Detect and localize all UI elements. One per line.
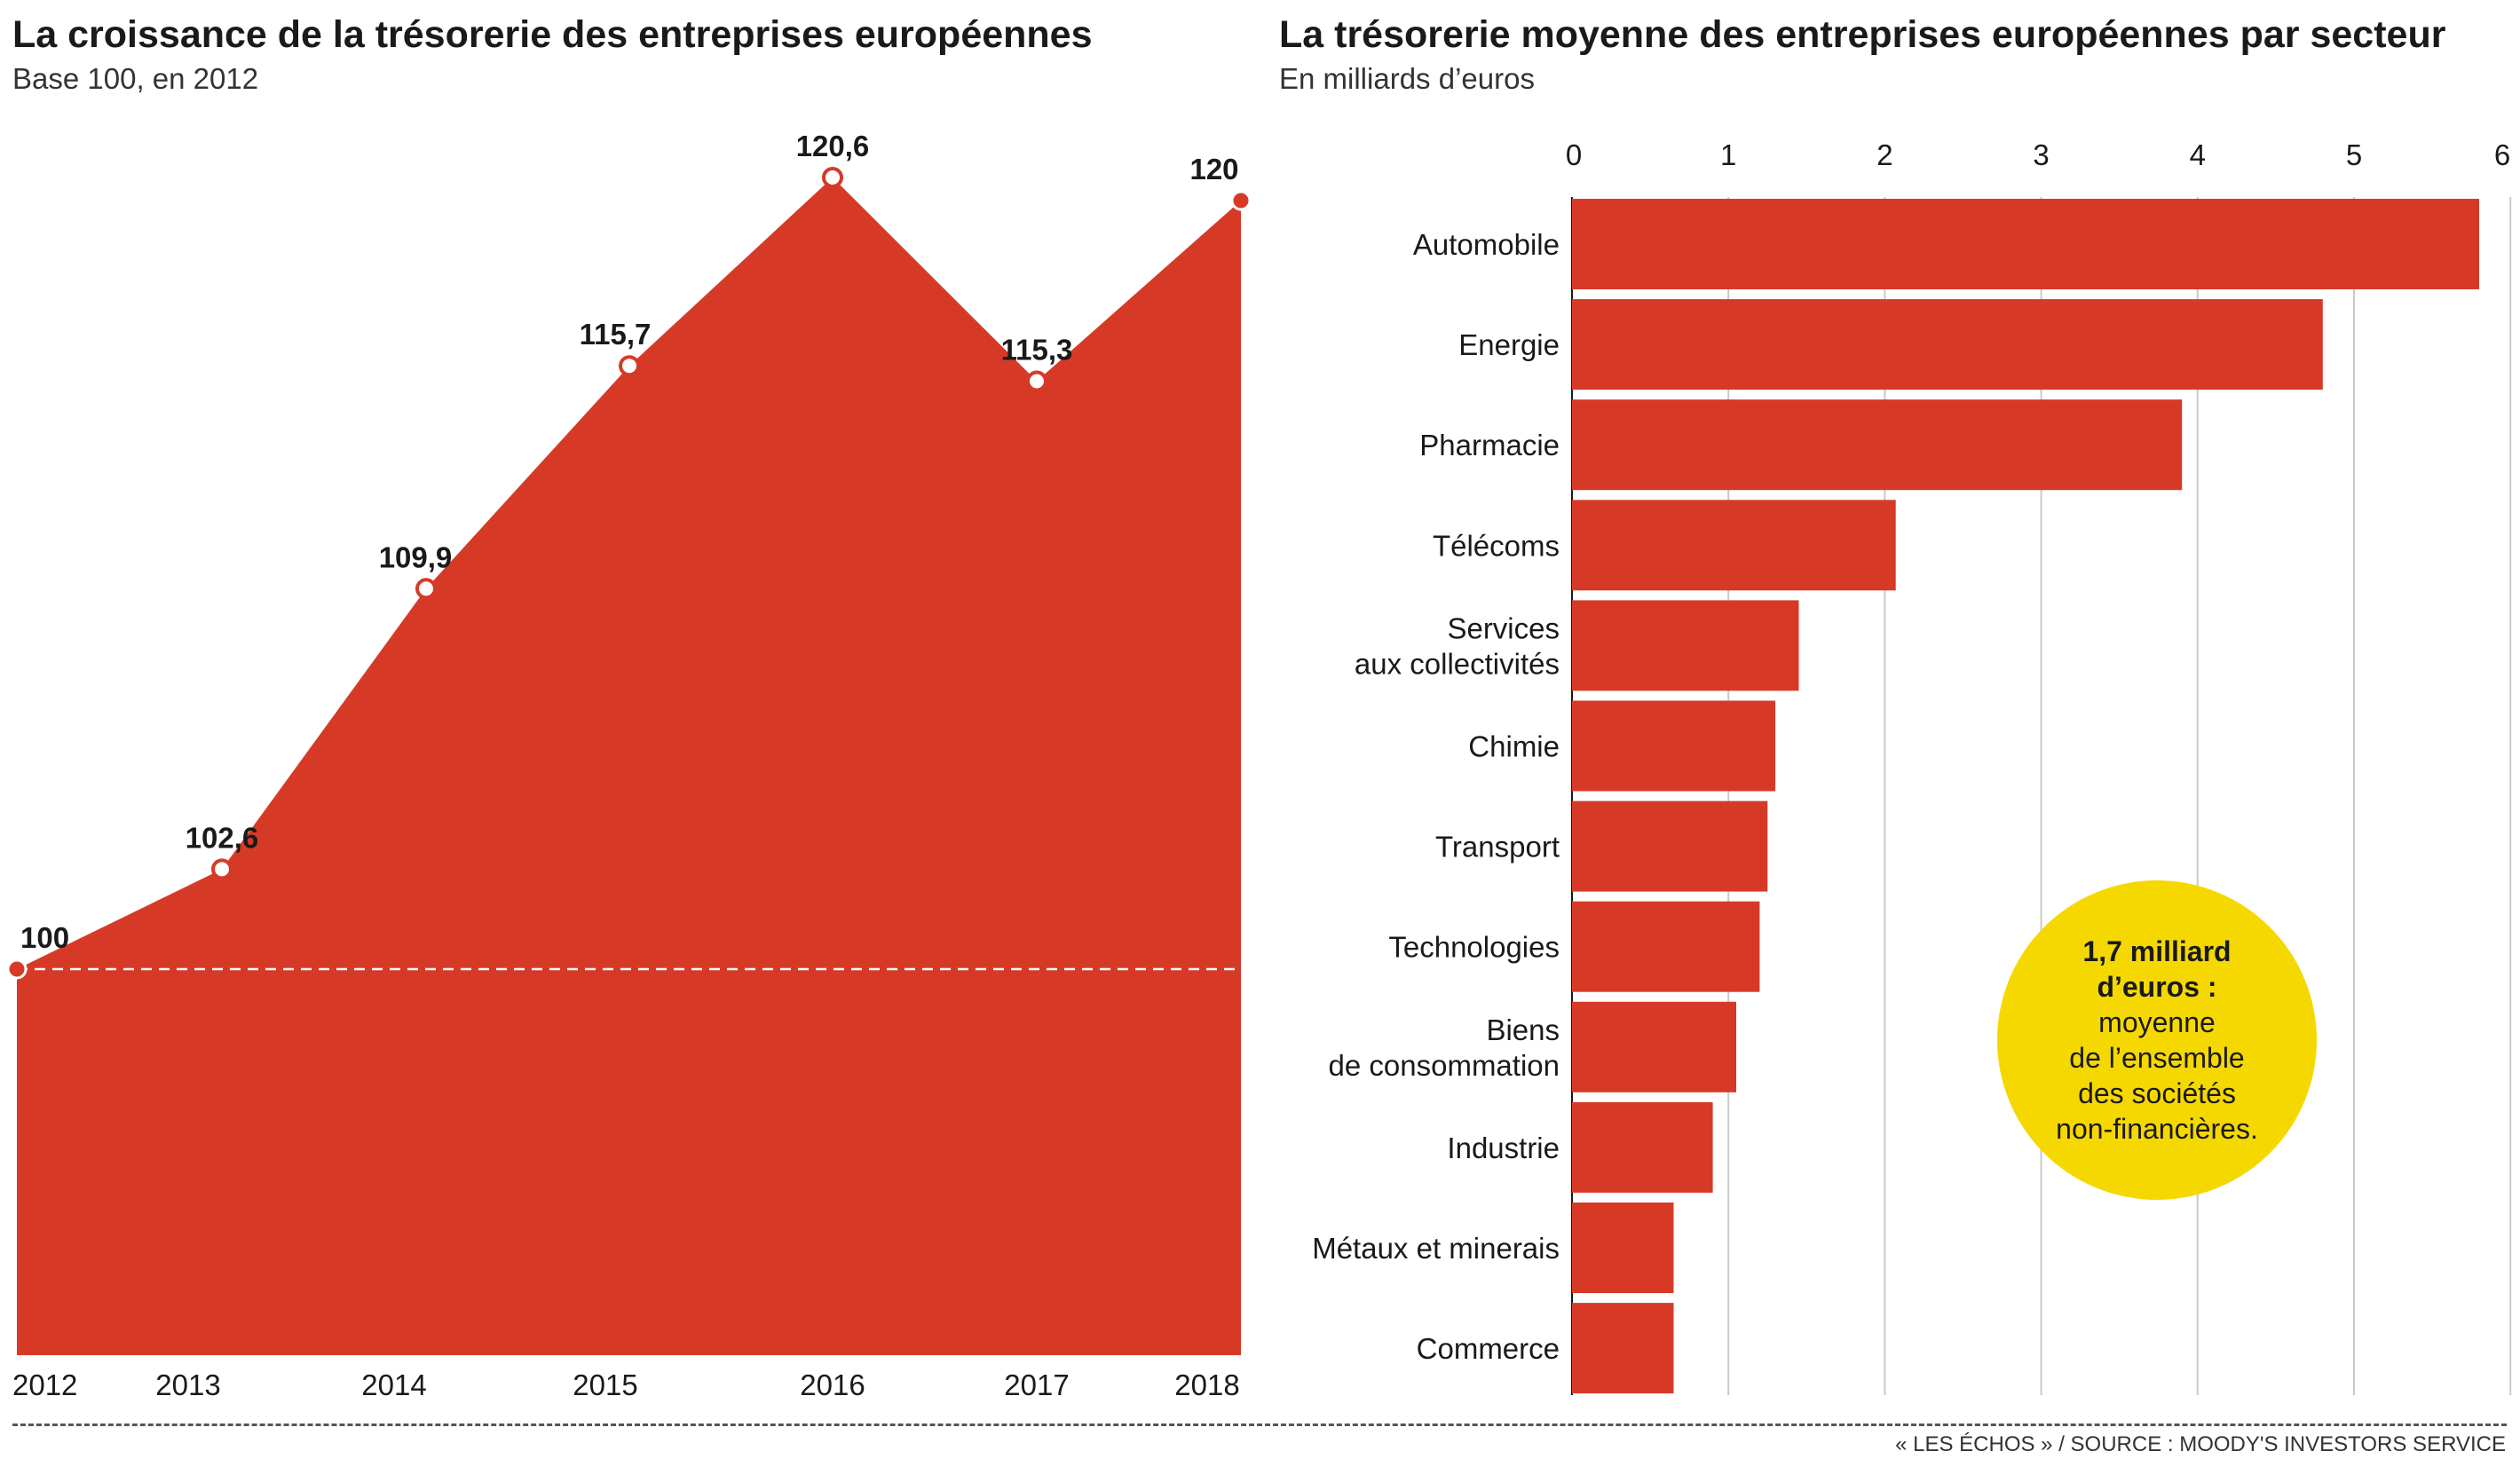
area-fill — [17, 177, 1241, 1355]
x-tick-2: 2 — [1876, 138, 1892, 171]
callout-line-6: non-financières. — [2056, 1113, 2258, 1145]
data-point-2012 — [6, 958, 28, 980]
x-tick-2014: 2014 — [361, 1368, 426, 1401]
callout-line-4: de l’ensemble — [2069, 1042, 2245, 1074]
category-label-biens-de-consommation-2: de consommation — [1329, 1049, 1560, 1082]
data-point-2013 — [211, 858, 233, 880]
data-label-2017: 115,3 — [1001, 334, 1073, 367]
x-tick-2013: 2013 — [155, 1368, 220, 1401]
data-point-2014 — [415, 578, 437, 600]
category-label-energie: Energie — [1458, 328, 1560, 361]
category-label-m-taux-et-minerais: Métaux et minerais — [1312, 1232, 1560, 1265]
x-tick-5: 5 — [2346, 138, 2362, 171]
left-chart-subtitle: Base 100, en 2012 — [12, 62, 259, 95]
category-label-transport: Transport — [1435, 831, 1560, 864]
x-tick-6: 6 — [2494, 138, 2510, 171]
bar-industrie — [1572, 1101, 1713, 1193]
category-label-t-l-coms: Télécoms — [1433, 529, 1560, 562]
footer-divider — [12, 1424, 2507, 1426]
data-label-2016: 120,6 — [796, 130, 870, 162]
callout-line-5: des sociétés — [2078, 1077, 2236, 1109]
category-label-biens-de-consommation-1: Biens — [1486, 1013, 1560, 1046]
category-label-chimie: Chimie — [1468, 730, 1560, 763]
x-tick-2015: 2015 — [573, 1368, 637, 1401]
x-tick-0: 0 — [1566, 138, 1582, 171]
data-point-2015 — [619, 355, 640, 377]
bar-chart: 0 1 2 3 4 5 6 Automobile Energie Pharmacie Télécom… — [1312, 138, 2512, 1395]
category-label-industrie: Industrie — [1447, 1132, 1560, 1164]
bar-biens-de-consommation — [1572, 1001, 1736, 1092]
bar-transport — [1572, 800, 1768, 892]
category-label-services-aux-collectivit-s-2: aux collectivités — [1355, 647, 1560, 680]
left-chart-title: La croissance de la trésorerie des entre… — [12, 13, 1093, 56]
bar-services-aux-collectivit-s — [1572, 600, 1799, 691]
callout-line-2: d’euros : — [2097, 971, 2217, 1003]
data-label-2015: 115,7 — [580, 318, 652, 351]
bar-commerce — [1572, 1303, 1674, 1394]
category-label-pharmacie: Pharmacie — [1419, 429, 1560, 461]
bar-automobile — [1572, 199, 2479, 289]
x-tick-2016: 2016 — [800, 1368, 865, 1401]
category-label-automobile: Automobile — [1413, 228, 1560, 261]
x-tick-1: 1 — [1720, 138, 1736, 171]
bar-technologies — [1572, 901, 1760, 992]
data-label-2012: 100 — [20, 921, 69, 954]
callout-text: 1,7 milliard d’euros : moyenne de l’ense… — [1997, 880, 2317, 1200]
average-callout: 1,7 milliard d’euros : moyenne de l’ense… — [1997, 880, 2317, 1200]
area-chart: 100 102,6 109,9 115,7 120,6 115,3 120 2012 2013 2… — [6, 130, 1252, 1401]
callout-line-1: 1,7 milliard — [2082, 935, 2232, 967]
x-tick-2018: 2018 — [1174, 1368, 1239, 1401]
right-chart-subtitle: En milliards d’euros — [1279, 62, 1535, 95]
bar-pharmacie — [1572, 399, 2183, 491]
x-tick-4: 4 — [2190, 138, 2206, 171]
category-label-services-aux-collectivit-s-1: Services — [1447, 611, 1560, 644]
data-point-2016 — [822, 167, 843, 188]
bar-energie — [1572, 299, 2323, 390]
category-label-technologies: Technologies — [1388, 931, 1560, 964]
x-tick-2012: 2012 — [12, 1368, 77, 1401]
data-point-2018 — [1230, 190, 1252, 211]
bar-m-taux-et-minerais — [1572, 1203, 1674, 1293]
bar-t-l-coms — [1572, 500, 1896, 591]
source-credit: « LES ÉCHOS » / SOURCE : MOODY'S INVESTO… — [1895, 1432, 2506, 1456]
data-label-2018: 120 — [1189, 153, 1238, 185]
data-point-2017 — [1026, 370, 1047, 392]
callout-line-3: moyenne — [2098, 1006, 2216, 1038]
x-tick-3: 3 — [2033, 138, 2049, 171]
right-chart-title: La trésorerie moyenne des entreprises eu… — [1279, 13, 2446, 56]
x-tick-2017: 2017 — [1004, 1368, 1069, 1401]
data-label-2013: 102,6 — [186, 821, 259, 854]
data-label-2014: 109,9 — [379, 540, 453, 573]
bar-chimie — [1572, 700, 1776, 792]
category-label-commerce: Commerce — [1417, 1332, 1560, 1365]
